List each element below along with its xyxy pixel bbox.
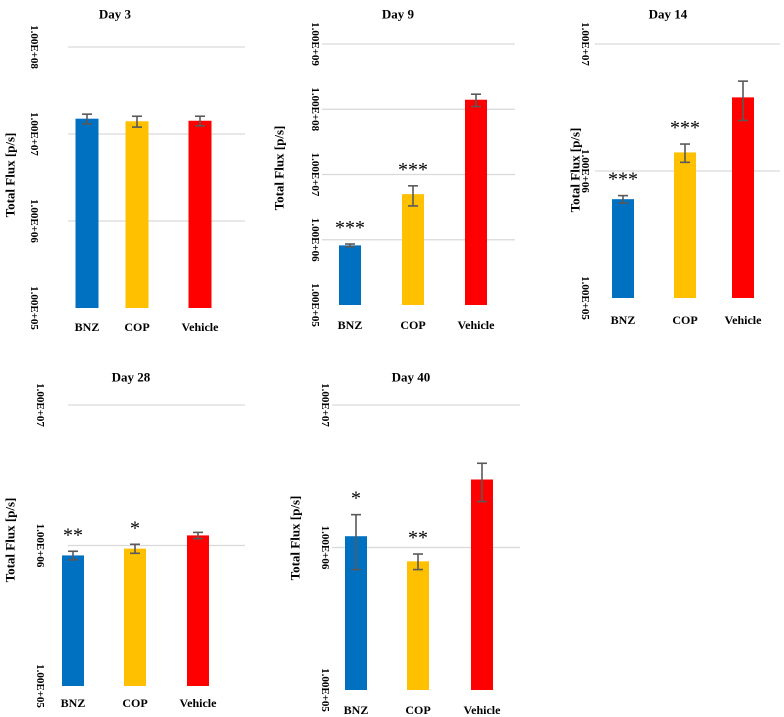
bar-vehicle	[471, 479, 493, 690]
y-tick-label: 1.00E+07	[579, 22, 591, 66]
y-tick-label: 1.00E+07	[309, 153, 321, 197]
bar-cop	[407, 561, 429, 690]
y-tick-label: 1.00E+06	[34, 524, 46, 568]
category-label: COP	[672, 313, 697, 327]
y-axis-label: Total Flux [p/s]	[3, 133, 18, 218]
y-tick-label: 1.00E+05	[309, 283, 321, 327]
significance-label: ***	[398, 159, 428, 181]
category-label: BNZ	[75, 320, 100, 334]
bar-bnz	[612, 199, 634, 298]
bar-vehicle	[732, 97, 754, 298]
chart-day-40: 1.00E+05 1.00E+06 1.00E+07 Day 40 Total Flux…	[288, 370, 520, 717]
y-tick-label: 1.00E+06	[319, 526, 331, 570]
y-axis-label: Total Flux [p/s]	[288, 496, 303, 581]
y-axis-label: Total Flux [p/s]	[3, 498, 18, 583]
significance-label: **	[408, 527, 428, 549]
bar-vehicle	[187, 535, 209, 686]
category-label: COP	[124, 320, 149, 334]
category-label: BNZ	[338, 318, 363, 332]
bar-bnz	[339, 245, 361, 305]
significance-label: ***	[608, 169, 638, 191]
chart-day-9: 1.00E+05 1.00E+06 1.00E+07 1.00E+08 1.00E+09…	[272, 7, 515, 332]
chart-day-3: 1.00E+05 1.00E+06 1.00E+07 1.00E+08 Day 3 Tot…	[3, 7, 245, 334]
chart-title: Day 40	[392, 370, 431, 385]
category-label: Vehicle	[725, 313, 763, 327]
chart-day-14: 1.00E+05 1.00E+06 1.00E+07 Day 14 Total Flux…	[568, 7, 780, 327]
bar-vehicle	[465, 99, 487, 305]
significance-label: ***	[335, 217, 365, 239]
category-label: BNZ	[611, 313, 636, 327]
y-axis-label: Total Flux [p/s]	[272, 126, 287, 211]
y-tick-label: 1.00E+05	[28, 286, 40, 330]
chart-title: Day 3	[99, 7, 132, 22]
y-axis-label: Total Flux [p/s]	[568, 128, 583, 213]
significance-label: *	[351, 488, 361, 510]
chart-day-28: 1.00E+05 1.00E+06 1.00E+07 Day 28 Total Flux…	[3, 370, 245, 710]
category-label: Vehicle	[180, 696, 218, 710]
y-tick-label: 1.00E+07	[28, 112, 40, 156]
bar-vehicle	[188, 120, 212, 308]
category-label: Vehicle	[182, 320, 220, 334]
bar-bnz	[62, 555, 84, 686]
bar-cop	[402, 194, 424, 305]
bar-cop	[125, 121, 149, 308]
bar-cop	[124, 548, 146, 686]
category-label: BNZ	[61, 696, 86, 710]
category-label: COP	[405, 703, 430, 717]
y-tick-label: 1.00E+05	[34, 664, 46, 708]
bar-bnz	[75, 118, 99, 309]
chart-title: Day 9	[382, 7, 415, 22]
y-tick-label: 1.00E+08	[28, 25, 40, 69]
y-tick-label: 1.00E+06	[28, 199, 40, 243]
y-tick-label: 1.00E+07	[34, 383, 46, 427]
chart-title: Day 14	[649, 7, 688, 22]
y-tick-label: 1.00E+07	[319, 383, 331, 427]
y-tick-label: 1.00E+09	[309, 22, 321, 66]
chart-title: Day 28	[112, 370, 151, 385]
y-tick-label: 1.00E+05	[579, 276, 591, 320]
y-tick-label: 1.00E+05	[319, 668, 331, 712]
bar-cop	[674, 152, 696, 298]
y-tick-label: 1.00E+06	[579, 149, 591, 193]
category-label: COP	[122, 696, 147, 710]
category-label: BNZ	[344, 703, 369, 717]
category-label: Vehicle	[464, 703, 502, 717]
significance-label: *	[130, 517, 140, 539]
significance-label: ***	[670, 117, 700, 139]
category-label: COP	[400, 318, 425, 332]
significance-label: **	[63, 524, 83, 546]
bar-bnz	[345, 536, 367, 690]
y-tick-label: 1.00E+08	[309, 87, 321, 131]
y-tick-label: 1.00E+06	[309, 218, 321, 262]
category-label: Vehicle	[458, 318, 496, 332]
